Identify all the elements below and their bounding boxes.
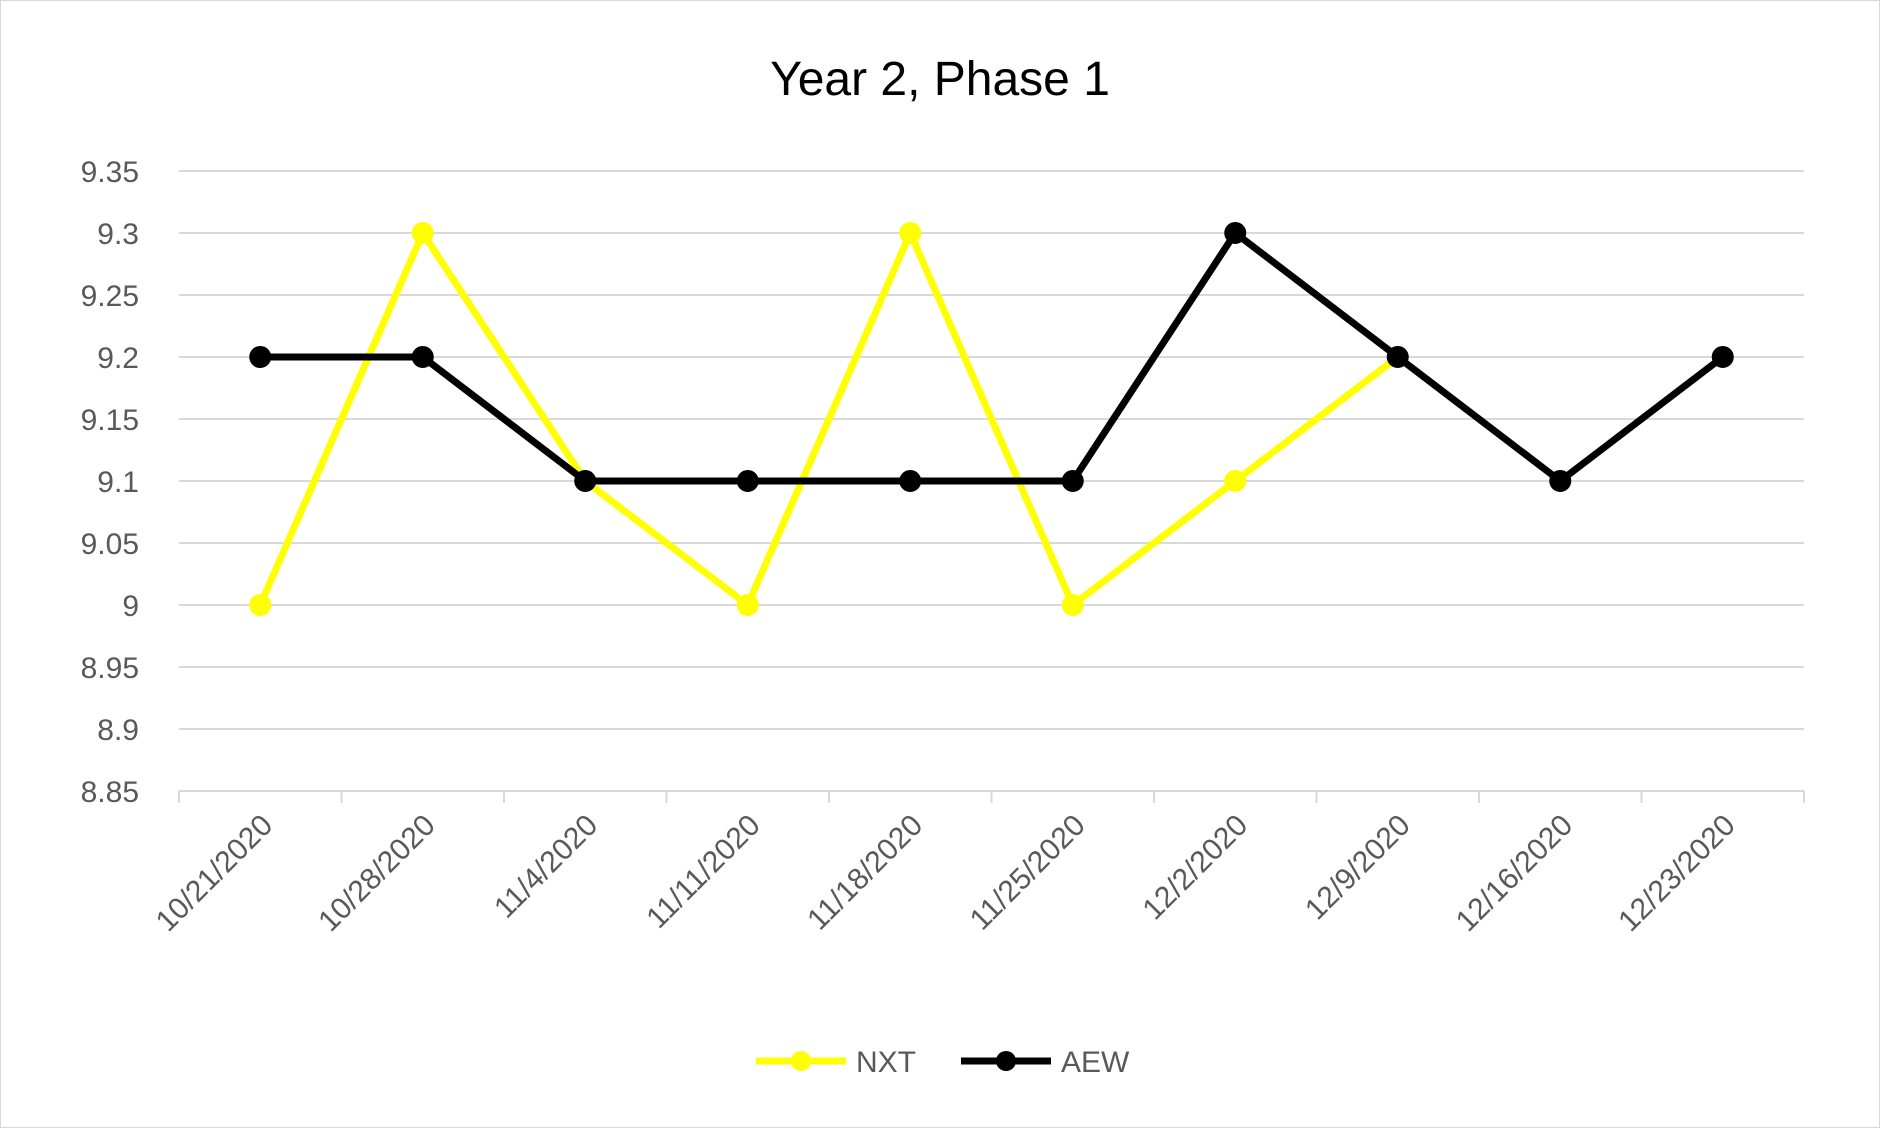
legend-label: AEW (1061, 1046, 1130, 1079)
data-point-aew (1386, 346, 1409, 368)
data-point-aew (899, 470, 922, 492)
x-tick-label: 11/4/2020 (488, 809, 604, 925)
data-point-aew (574, 470, 597, 492)
legend-swatch-marker (996, 1051, 1016, 1071)
y-tick-label: 8.95 (81, 652, 139, 685)
series-aew (249, 222, 1734, 492)
y-tick-label: 9.3 (97, 218, 139, 251)
data-point-nxt (899, 222, 922, 244)
x-tick-label: 12/2/2020 (1136, 809, 1254, 927)
legend: NXT AEW (756, 1046, 1130, 1079)
data-point-aew (1549, 470, 1572, 492)
y-tick-label: 8.85 (81, 776, 139, 809)
data-point-aew (1061, 470, 1084, 492)
legend-item-nxt: NXT (756, 1046, 916, 1079)
y-tick-label: 8.9 (97, 714, 139, 747)
data-point-nxt (1224, 470, 1247, 492)
y-tick-label: 9 (122, 590, 139, 623)
x-tick-label: 12/9/2020 (1299, 809, 1417, 927)
x-tick-label: 11/11/2020 (640, 809, 766, 935)
x-tick-label: 10/28/2020 (312, 809, 442, 939)
data-point-aew (411, 346, 434, 368)
legend-label: NXT (856, 1046, 916, 1079)
chart-title: Year 2, Phase 1 (770, 53, 1110, 106)
x-tick-label: 11/18/2020 (801, 809, 929, 937)
legend-item-aew: AEW (961, 1046, 1130, 1079)
x-axis: 10/21/2020 10/28/2020 11/4/2020 11/11/2020 1… (150, 790, 1805, 939)
x-tick-label: 11/25/2020 (964, 809, 1092, 937)
x-tick-label: 12/23/2020 (1612, 809, 1742, 939)
x-tick-label: 12/16/2020 (1450, 809, 1580, 939)
y-tick-label: 9.35 (81, 156, 139, 189)
y-tick-label: 9.05 (81, 528, 139, 561)
data-point-nxt (736, 594, 759, 616)
legend-swatch-marker (791, 1051, 811, 1071)
y-tick-label: 9.1 (97, 466, 139, 499)
series-layer (249, 222, 1734, 616)
data-point-aew (1711, 346, 1734, 368)
x-tick-label: 10/21/2020 (150, 809, 280, 939)
series-line-nxt (256, 229, 1402, 609)
y-tick-label: 9.15 (81, 404, 139, 437)
data-point-aew (736, 470, 759, 492)
y-axis: 8.85 8.9 8.95 9 9.05 9.1 9.15 9.2 9.25 9.3 9.35 (81, 156, 139, 809)
data-point-nxt (411, 222, 434, 244)
data-point-nxt (1061, 594, 1084, 616)
data-point-aew (1224, 222, 1247, 244)
y-tick-label: 9.2 (97, 342, 139, 375)
data-point-nxt (249, 594, 272, 616)
data-point-aew (249, 346, 272, 368)
series-line-aew (256, 229, 1727, 485)
y-tick-label: 9.25 (81, 280, 139, 313)
